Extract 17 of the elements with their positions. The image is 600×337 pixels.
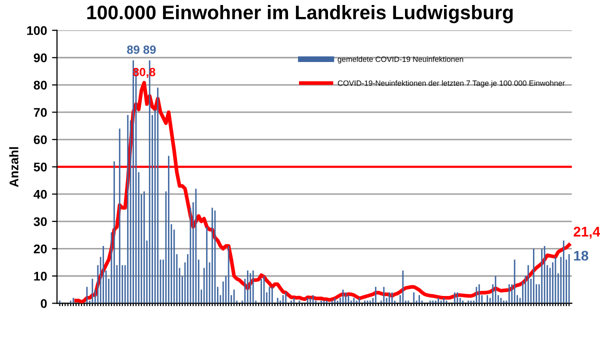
- y-tick-label: 50: [34, 162, 47, 172]
- y-tick-label: 20: [34, 244, 47, 254]
- y-tick-label: 40: [34, 190, 47, 199]
- y-tick-label: 100: [27, 26, 47, 35]
- y-tick-label: 0: [40, 299, 47, 308]
- y-tick-label: 10: [34, 272, 47, 281]
- chart-title: 100.000 Einwohner im Landkreis Ludwigsburg: [87, 5, 513, 24]
- y-axis-title: Anzahl: [9, 147, 18, 187]
- y-tick-label: 60: [34, 135, 47, 144]
- y-tick-label: 90: [34, 53, 47, 62]
- data-label: 18: [574, 250, 588, 261]
- y-tick-label: 80: [34, 80, 47, 90]
- y-tick-label: 70: [34, 108, 47, 117]
- data-label: 89: [127, 45, 140, 54]
- y-tick-label: 30: [34, 217, 47, 226]
- data-label: 21,4: [574, 226, 600, 239]
- data-label: 89: [143, 45, 156, 54]
